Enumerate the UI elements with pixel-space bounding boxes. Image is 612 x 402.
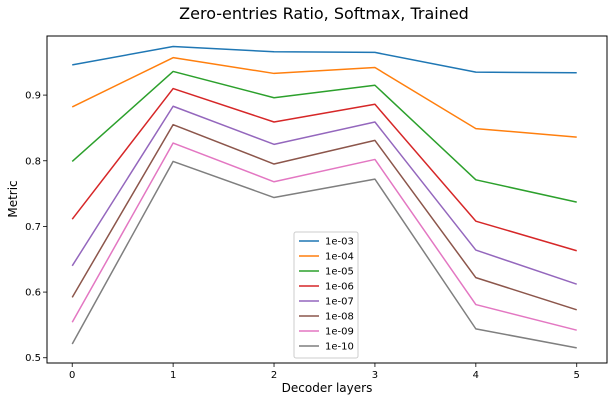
y-axis: 0.5 0.6 0.7 0.8 0.9 bbox=[25, 91, 47, 364]
legend-label: 1e-04 bbox=[325, 252, 354, 263]
x-tick-label: 4 bbox=[473, 370, 479, 381]
series-line-1e-03 bbox=[72, 45, 577, 74]
y-axis-label: Metric bbox=[6, 180, 20, 217]
x-axis-label: Decoder layers bbox=[282, 381, 373, 395]
y-tick-label: 0.9 bbox=[25, 91, 41, 102]
series-line-1e-07 bbox=[71, 105, 577, 285]
x-tick-label: 1 bbox=[170, 370, 176, 381]
legend: 1e-03 1e-04 1e-05 1e-06 1e-07 1e-08 1e-09 1e-10 bbox=[293, 231, 359, 359]
x-tick-label: 3 bbox=[372, 370, 378, 381]
legend-label: 1e-05 bbox=[325, 267, 354, 278]
legend-box bbox=[293, 231, 359, 359]
x-tick-label: 5 bbox=[574, 370, 580, 381]
legend-label: 1e-07 bbox=[325, 297, 354, 308]
legend-label: 1e-03 bbox=[325, 237, 354, 248]
legend-label: 1e-06 bbox=[325, 282, 354, 293]
y-tick-label: 0.8 bbox=[25, 156, 41, 167]
y-tick-label: 0.5 bbox=[25, 353, 41, 364]
chart-title: Zero-entries Ratio, Softmax, Trained bbox=[179, 4, 469, 23]
legend-label: 1e-08 bbox=[325, 312, 354, 323]
series-line-1e-08 bbox=[71, 123, 577, 311]
y-tick-label: 0.6 bbox=[25, 288, 41, 299]
legend-label: 1e-09 bbox=[325, 327, 354, 338]
series-line-1e-10 bbox=[71, 160, 577, 349]
x-axis: 0 1 2 3 4 5 bbox=[69, 363, 580, 381]
x-tick-label: 2 bbox=[271, 370, 277, 381]
legend-label: 1e-10 bbox=[325, 342, 354, 353]
y-tick-label: 0.7 bbox=[25, 222, 41, 233]
series-line-1e-04 bbox=[71, 56, 577, 138]
plot-area bbox=[71, 45, 577, 349]
series-line-1e-05 bbox=[71, 70, 577, 203]
series-line-1e-06 bbox=[71, 87, 577, 252]
series-line-1e-09 bbox=[71, 142, 577, 331]
x-tick-label: 0 bbox=[69, 370, 75, 381]
plot-frame bbox=[46, 35, 608, 364]
